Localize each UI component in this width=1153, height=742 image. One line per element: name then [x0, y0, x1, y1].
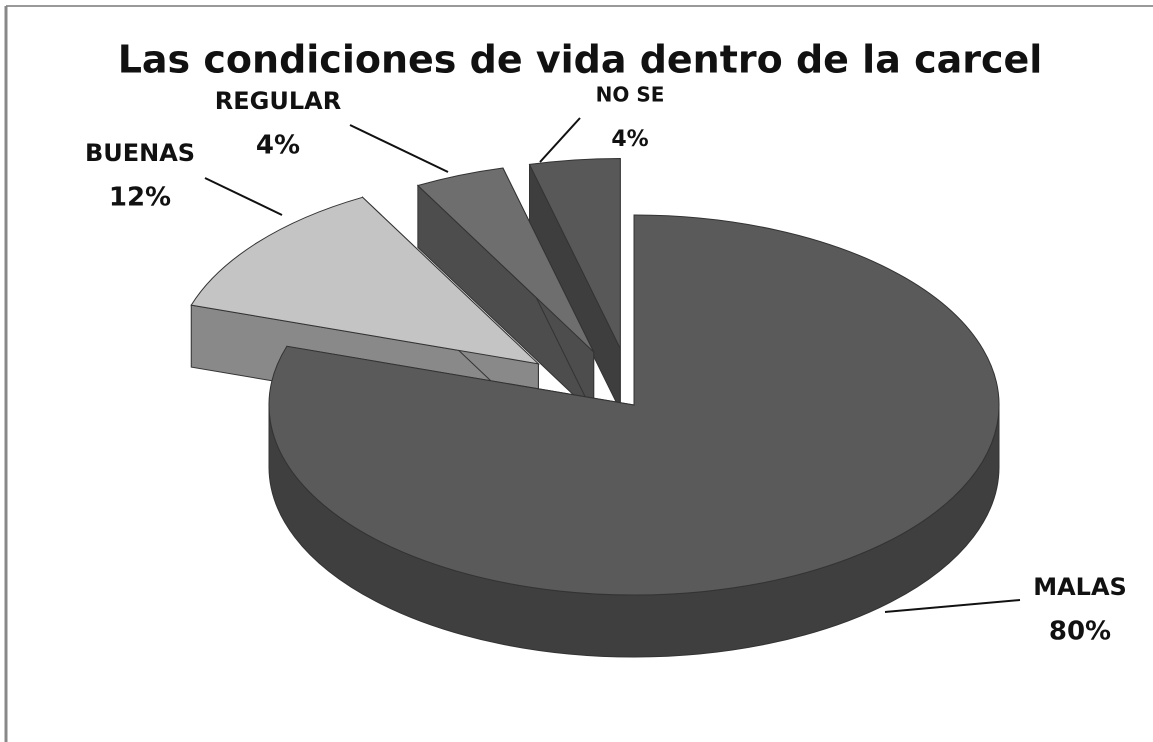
leader-line [539, 117, 581, 163]
slice [268, 214, 1000, 596]
category-label: MALAS [1033, 573, 1127, 601]
category-label: REGULAR [215, 87, 341, 115]
value-label: 4% [611, 127, 648, 152]
leader-line [204, 177, 283, 216]
category-label: NO SE [596, 83, 665, 107]
leader-line [349, 124, 449, 173]
value-label: 4% [256, 131, 300, 161]
chart-title: Las condiciones de vida dentro de la car… [118, 38, 1043, 82]
value-label: 80% [1049, 617, 1111, 647]
leader-line [884, 599, 1021, 613]
value-label: 12% [109, 183, 171, 213]
slice [528, 157, 621, 349]
slice [190, 196, 540, 365]
category-label: BUENAS [85, 139, 195, 167]
slice [416, 167, 595, 353]
